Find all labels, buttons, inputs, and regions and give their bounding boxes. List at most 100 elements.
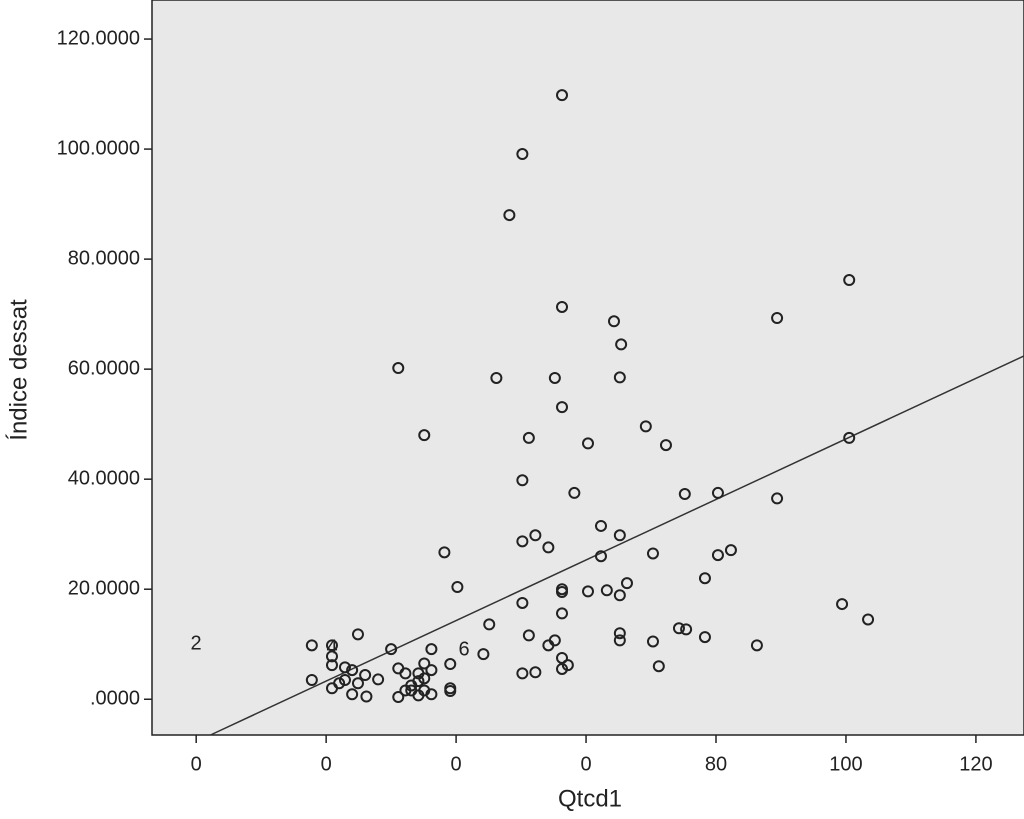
point [346, 664, 359, 677]
point [305, 673, 318, 686]
plot-area [151, 0, 1024, 736]
point [516, 667, 529, 680]
point [490, 371, 503, 384]
x-tick-label: 0 [580, 753, 591, 775]
point [698, 631, 711, 644]
point [438, 546, 451, 559]
point [360, 690, 373, 703]
point [529, 529, 542, 542]
point [556, 401, 569, 414]
point [305, 639, 318, 652]
annotation: 6 [458, 638, 469, 660]
point [325, 650, 338, 663]
x-axis-title: Qtcd1 [558, 785, 622, 812]
point [659, 439, 672, 452]
point [477, 648, 490, 661]
point [836, 598, 849, 611]
point [594, 550, 607, 563]
point [680, 623, 693, 636]
point [843, 274, 856, 287]
point [425, 688, 438, 701]
y-axis-title: Índice dessat [5, 299, 32, 441]
point [600, 584, 613, 597]
y-tick-label: 40.0000 [68, 467, 140, 489]
point [556, 89, 569, 102]
point [646, 635, 659, 648]
point [483, 618, 496, 631]
point [672, 622, 685, 635]
point [392, 362, 405, 375]
point [351, 677, 364, 690]
point [333, 677, 346, 690]
point [556, 607, 569, 620]
point [516, 535, 529, 548]
point [862, 613, 875, 626]
point [542, 639, 555, 652]
y-tick-label: 120.0000 [57, 27, 140, 49]
point [503, 209, 516, 222]
point [444, 684, 457, 697]
y-tick-label: 20.0000 [68, 577, 140, 599]
point [582, 585, 594, 598]
point [529, 666, 542, 679]
point [615, 338, 628, 351]
point [542, 541, 555, 554]
point [724, 544, 737, 557]
point [418, 657, 431, 670]
annotation: 4 [326, 636, 337, 658]
point [556, 662, 569, 675]
point [412, 675, 425, 688]
annotation: 2 [190, 632, 201, 654]
point [385, 643, 398, 656]
point [351, 628, 364, 641]
point [325, 659, 338, 672]
point [425, 664, 438, 677]
point [698, 572, 711, 585]
point [568, 486, 581, 499]
point [451, 581, 464, 594]
point [338, 661, 351, 674]
x-tick-label: 0 [191, 753, 202, 775]
point [425, 643, 438, 656]
point [771, 492, 784, 505]
y-tick-label: 60.0000 [68, 357, 140, 379]
point [338, 673, 351, 686]
point [843, 431, 856, 444]
point [556, 585, 569, 598]
x-tick-label: 0 [451, 753, 462, 775]
point [556, 651, 569, 664]
point [325, 639, 338, 652]
point [613, 371, 626, 384]
point [582, 437, 594, 450]
point [613, 589, 626, 602]
point [646, 547, 659, 560]
point [516, 596, 529, 609]
point [556, 300, 569, 313]
x-tick-label: 100 [829, 753, 862, 775]
point [372, 673, 385, 686]
x-tick-label: 120 [959, 753, 992, 775]
point [613, 627, 626, 640]
point [522, 629, 535, 642]
point [711, 486, 724, 499]
point [711, 549, 724, 562]
point [548, 371, 561, 384]
point [516, 474, 529, 487]
point [359, 669, 372, 682]
point [639, 420, 652, 433]
point [346, 688, 359, 701]
y-tick-label: 80.0000 [68, 247, 140, 269]
point [652, 660, 665, 673]
y-tick-label: 100.0000 [57, 137, 140, 159]
point [412, 667, 425, 680]
point [594, 519, 607, 532]
point [750, 639, 763, 652]
x-tick-label: 0 [321, 753, 332, 775]
point [399, 684, 412, 697]
y-tick-label: .0000 [90, 688, 140, 710]
point [613, 634, 626, 647]
point [392, 691, 405, 704]
point [771, 311, 784, 324]
point [678, 488, 691, 501]
point [522, 431, 535, 444]
